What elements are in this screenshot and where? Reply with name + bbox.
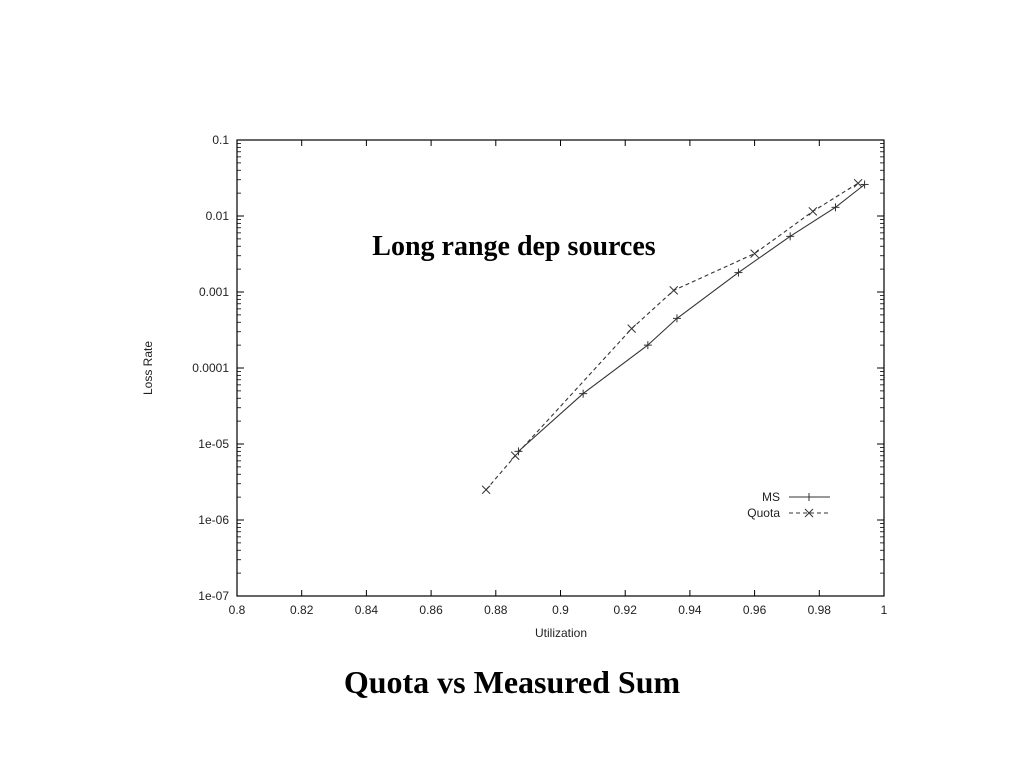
data-point-ms <box>786 232 795 241</box>
slide-caption: Quota vs Measured Sum <box>343 664 681 700</box>
legend-label-ms: MS <box>762 490 780 504</box>
x-tick-label: 0.98 <box>808 603 832 617</box>
y-tick-label: 0.1 <box>212 133 229 147</box>
x-tick-label: 0.88 <box>484 603 508 617</box>
x-tick-label: 0.86 <box>419 603 443 617</box>
y-tick-label: 0.001 <box>199 285 229 299</box>
y-tick-label: 0.0001 <box>192 361 229 375</box>
x-tick-label: 0.9 <box>552 603 569 617</box>
data-point-quota <box>669 286 679 295</box>
legend-label-quota: Quota <box>747 506 780 520</box>
y-tick-label: 0.01 <box>206 209 230 223</box>
series-lines <box>485 182 865 491</box>
x-tick-label: 0.96 <box>743 603 767 617</box>
data-point-ms <box>579 389 588 398</box>
data-point-quota <box>750 249 759 258</box>
y-tick-label: 1e-07 <box>198 589 229 603</box>
x-tick-label: 0.94 <box>678 603 702 617</box>
data-point-quota <box>808 207 818 216</box>
legend-marker-ms <box>805 493 813 501</box>
data-point-ms <box>860 180 869 189</box>
plot-frame <box>236 139 885 597</box>
x-tick-label: 0.84 <box>355 603 379 617</box>
x-axis-label: Utilization <box>535 626 587 640</box>
legend-marker-quota <box>804 508 814 518</box>
axis-ticks <box>236 139 885 597</box>
data-point-quota <box>627 324 637 333</box>
x-tick-label: 0.92 <box>614 603 638 617</box>
series-markers <box>481 178 869 495</box>
series-line-ms <box>518 184 865 452</box>
data-point-ms <box>734 268 743 277</box>
data-point-ms <box>672 314 681 323</box>
legend: MS Quota <box>747 490 830 520</box>
y-tick-label: 1e-05 <box>198 437 229 451</box>
data-point-quota <box>510 451 520 461</box>
data-point-ms <box>831 203 840 212</box>
x-tick-label: 0.8 <box>229 603 246 617</box>
data-point-ms <box>514 447 523 456</box>
data-point-quota <box>853 178 863 188</box>
chart-annotation: Long range dep sources <box>372 231 655 262</box>
x-tick-label: 0.82 <box>290 603 314 617</box>
data-point-quota <box>481 485 491 495</box>
data-point-ms <box>643 341 652 350</box>
y-axis-label: Loss Rate <box>141 341 155 395</box>
tick-labels: 0.8 0.82 0.84 0.86 0.88 0.9 0.92 0.94 0.96 0.98 1 1… <box>192 133 887 617</box>
x-tick-label: 1 <box>881 603 888 617</box>
y-tick-label: 1e-06 <box>198 513 229 527</box>
